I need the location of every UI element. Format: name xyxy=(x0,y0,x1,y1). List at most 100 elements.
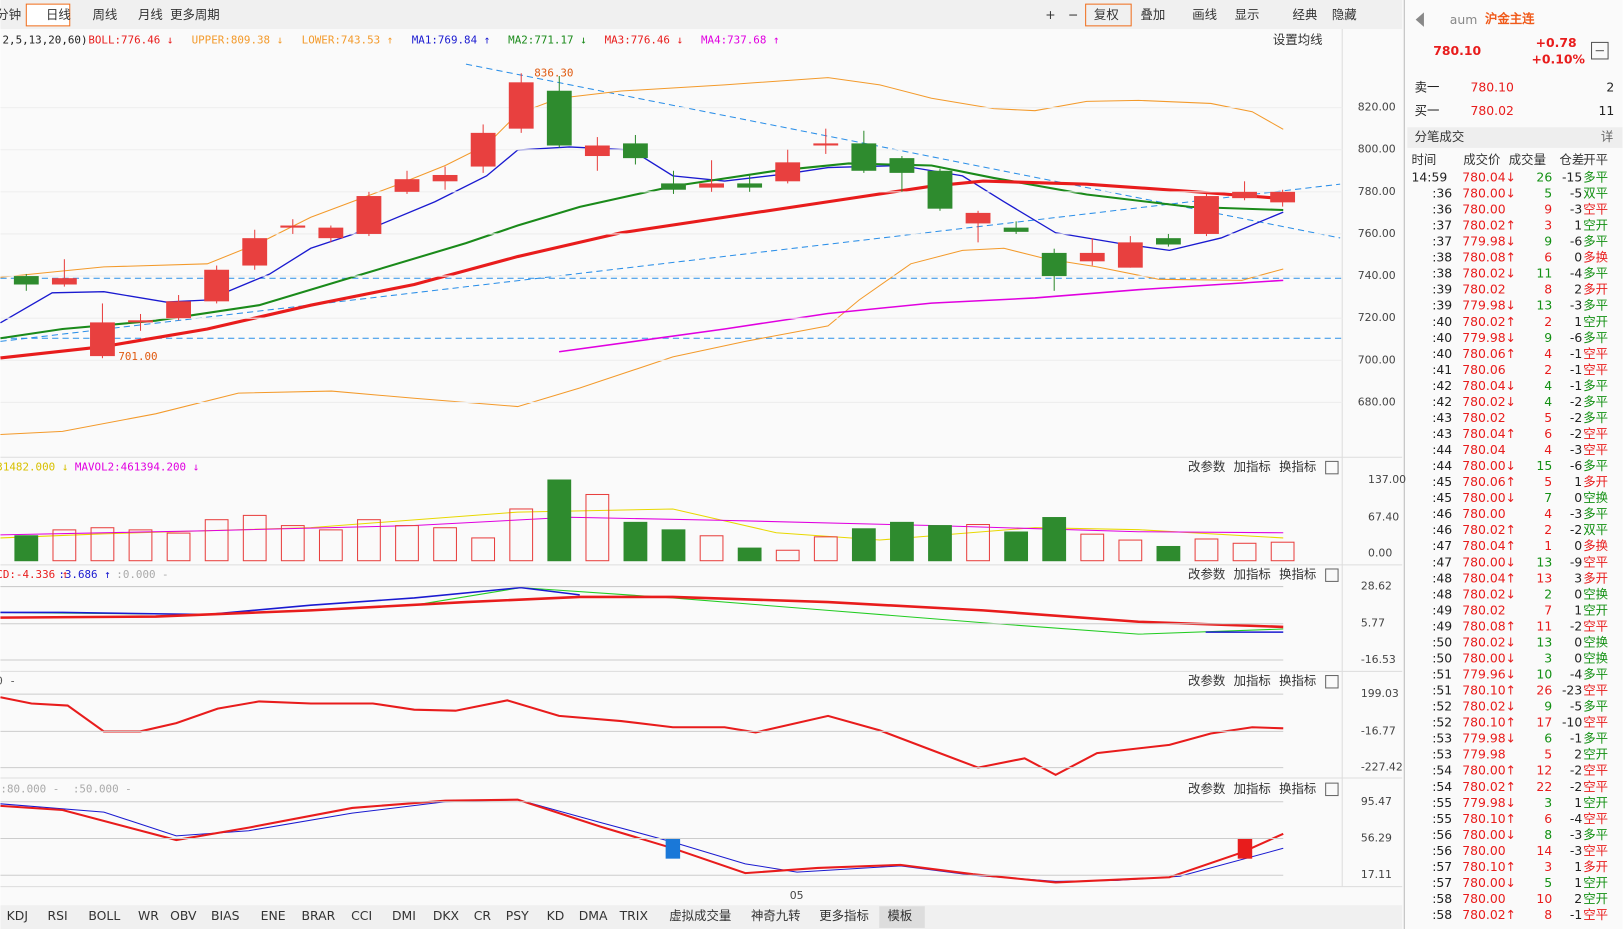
close-box[interactable] xyxy=(1325,782,1339,797)
trade-time: :41 xyxy=(1432,362,1452,377)
indicator-tab[interactable]: CR xyxy=(474,908,492,923)
panel-button[interactable]: 加指标 xyxy=(1234,781,1271,796)
price-change: +0.78 xyxy=(1536,35,1577,50)
trade-price: 780.04 xyxy=(1462,442,1506,457)
trade-time: 14:59 xyxy=(1412,169,1448,184)
indicator-value: UPPER:809.38 ↓ xyxy=(192,33,284,46)
indicator-tab[interactable]: KDJ xyxy=(7,908,28,923)
period-tab[interactable]: 日线 xyxy=(46,7,71,22)
indicator-tab[interactable]: 更多指标 xyxy=(819,908,869,923)
indicator-tab[interactable]: 虚拟成交量 xyxy=(669,908,731,923)
candle-body xyxy=(1079,252,1105,262)
indicator-tab[interactable]: WR xyxy=(138,908,159,923)
trade-volume: 5 xyxy=(1544,474,1552,489)
trade-volume: 5 xyxy=(1544,875,1552,890)
panel-button[interactable]: 改参数 xyxy=(1188,459,1226,474)
indicator-tab[interactable]: DMI xyxy=(392,908,416,923)
tool-button[interactable]: 隐藏 xyxy=(1332,7,1357,22)
period-tab[interactable]: 周线 xyxy=(93,7,118,22)
panel-button[interactable]: 加指标 xyxy=(1234,673,1271,688)
trade-volume: 9 xyxy=(1544,699,1552,714)
candle-body xyxy=(204,269,230,302)
trade-type: 多平 xyxy=(1583,731,1608,746)
indicator-tab[interactable]: OBV xyxy=(170,908,197,923)
period-tab[interactable]: 分钟 xyxy=(0,7,21,22)
period-tab[interactable]: 月线 xyxy=(138,7,163,22)
close-box[interactable] xyxy=(1325,460,1339,475)
open-interest-change: 0 xyxy=(1574,650,1582,665)
depth-label: 卖一 xyxy=(1415,79,1440,94)
collapse-box[interactable] xyxy=(1591,41,1609,60)
volume-bar xyxy=(699,535,724,562)
axis-tick: 28.62 xyxy=(1361,580,1392,593)
candle-body xyxy=(1194,196,1219,234)
tool-button[interactable]: 叠加 xyxy=(1140,7,1165,22)
candle-body xyxy=(623,143,648,159)
panel-button[interactable]: 加指标 xyxy=(1234,459,1271,474)
indicator-tab[interactable]: BIAS xyxy=(211,908,240,923)
setting-button[interactable]: 设置均线 xyxy=(1273,32,1323,47)
open-interest-change: -9 xyxy=(1570,554,1582,569)
period-tab[interactable]: 更多周期 xyxy=(170,7,220,22)
trade-type: 双平 xyxy=(1583,522,1608,537)
trade-type: 空开 xyxy=(1583,795,1608,810)
indicator-tab[interactable]: PSY xyxy=(506,908,529,923)
panel-button[interactable]: 改参数 xyxy=(1188,673,1226,688)
indicator-tab[interactable]: TRIX xyxy=(619,908,649,923)
trade-price: 780.00 xyxy=(1462,843,1506,858)
indicator-tab[interactable]: CCI xyxy=(351,908,372,923)
indicator-tab[interactable]: ENE xyxy=(261,908,286,923)
indicator-tab[interactable]: KD xyxy=(547,908,565,923)
open-interest-change: 2 xyxy=(1574,891,1582,906)
trade-volume: 5 xyxy=(1544,747,1552,762)
open-interest-change: 0 xyxy=(1574,490,1582,505)
panel-button[interactable]: 改参数 xyxy=(1188,567,1226,582)
close-box[interactable] xyxy=(1325,675,1339,689)
panel-button[interactable]: 换指标 xyxy=(1279,781,1316,796)
trade-volume: 4 xyxy=(1544,346,1552,361)
indicator-tab[interactable]: RSI xyxy=(48,908,68,923)
tool-button[interactable]: 显示 xyxy=(1235,7,1260,22)
indicator-tab[interactable]: 神奇九转 xyxy=(751,908,801,923)
trade-price: 780.00↓ xyxy=(1462,827,1516,842)
indicator-tab[interactable]: BRAR xyxy=(301,908,335,923)
trade-time: :48 xyxy=(1432,586,1452,601)
open-interest-change: 0 xyxy=(1574,634,1582,649)
trade-time: :36 xyxy=(1432,202,1452,217)
close-box[interactable] xyxy=(1325,568,1339,582)
tool-button[interactable]: 经典 xyxy=(1293,7,1318,22)
panel-button[interactable]: 换指标 xyxy=(1279,567,1316,582)
trade-volume: 17 xyxy=(1536,715,1552,730)
indicator-tab[interactable]: BOLL xyxy=(88,908,120,923)
open-interest-change: -15 xyxy=(1562,169,1582,184)
trade-volume: 11 xyxy=(1536,266,1552,281)
trade-type: 空换 xyxy=(1583,586,1608,601)
volume-bar xyxy=(1004,531,1029,562)
candle-body xyxy=(584,145,610,157)
trade-price: 780.00 xyxy=(1462,202,1506,217)
back-arrow[interactable] xyxy=(1415,12,1424,27)
candle-body xyxy=(128,320,153,323)
indicator-tab[interactable]: DMA xyxy=(579,908,608,923)
trade-type: 多开 xyxy=(1583,282,1608,297)
panel-button[interactable]: 换指标 xyxy=(1279,673,1316,688)
tool-button[interactable]: 画线 xyxy=(1192,7,1217,22)
volume-bar xyxy=(775,549,800,562)
indicator-tab[interactable]: 模板 xyxy=(888,908,913,923)
candle-body xyxy=(470,132,496,167)
open-interest-change: -1 xyxy=(1570,907,1582,922)
trade-type: 空开 xyxy=(1583,218,1608,233)
detail-button[interactable]: 详 xyxy=(1601,129,1613,144)
panel-button[interactable]: 换指标 xyxy=(1279,459,1316,474)
trade-time: :46 xyxy=(1432,506,1452,521)
tool-button[interactable]: 复权 xyxy=(1094,7,1119,22)
trade-time: :36 xyxy=(1432,185,1452,200)
trade-type: 空开 xyxy=(1583,602,1608,617)
panel-button[interactable]: 加指标 xyxy=(1234,567,1271,582)
params: 2,5,13,20,60) xyxy=(3,33,88,46)
panel-button[interactable]: 改参数 xyxy=(1188,781,1226,796)
volume-label: 31482.000 ↓ xyxy=(0,461,68,474)
trade-price: 780.04↑ xyxy=(1462,538,1516,553)
sub-lines xyxy=(0,508,1284,884)
indicator-tab[interactable]: DKX xyxy=(433,908,460,923)
